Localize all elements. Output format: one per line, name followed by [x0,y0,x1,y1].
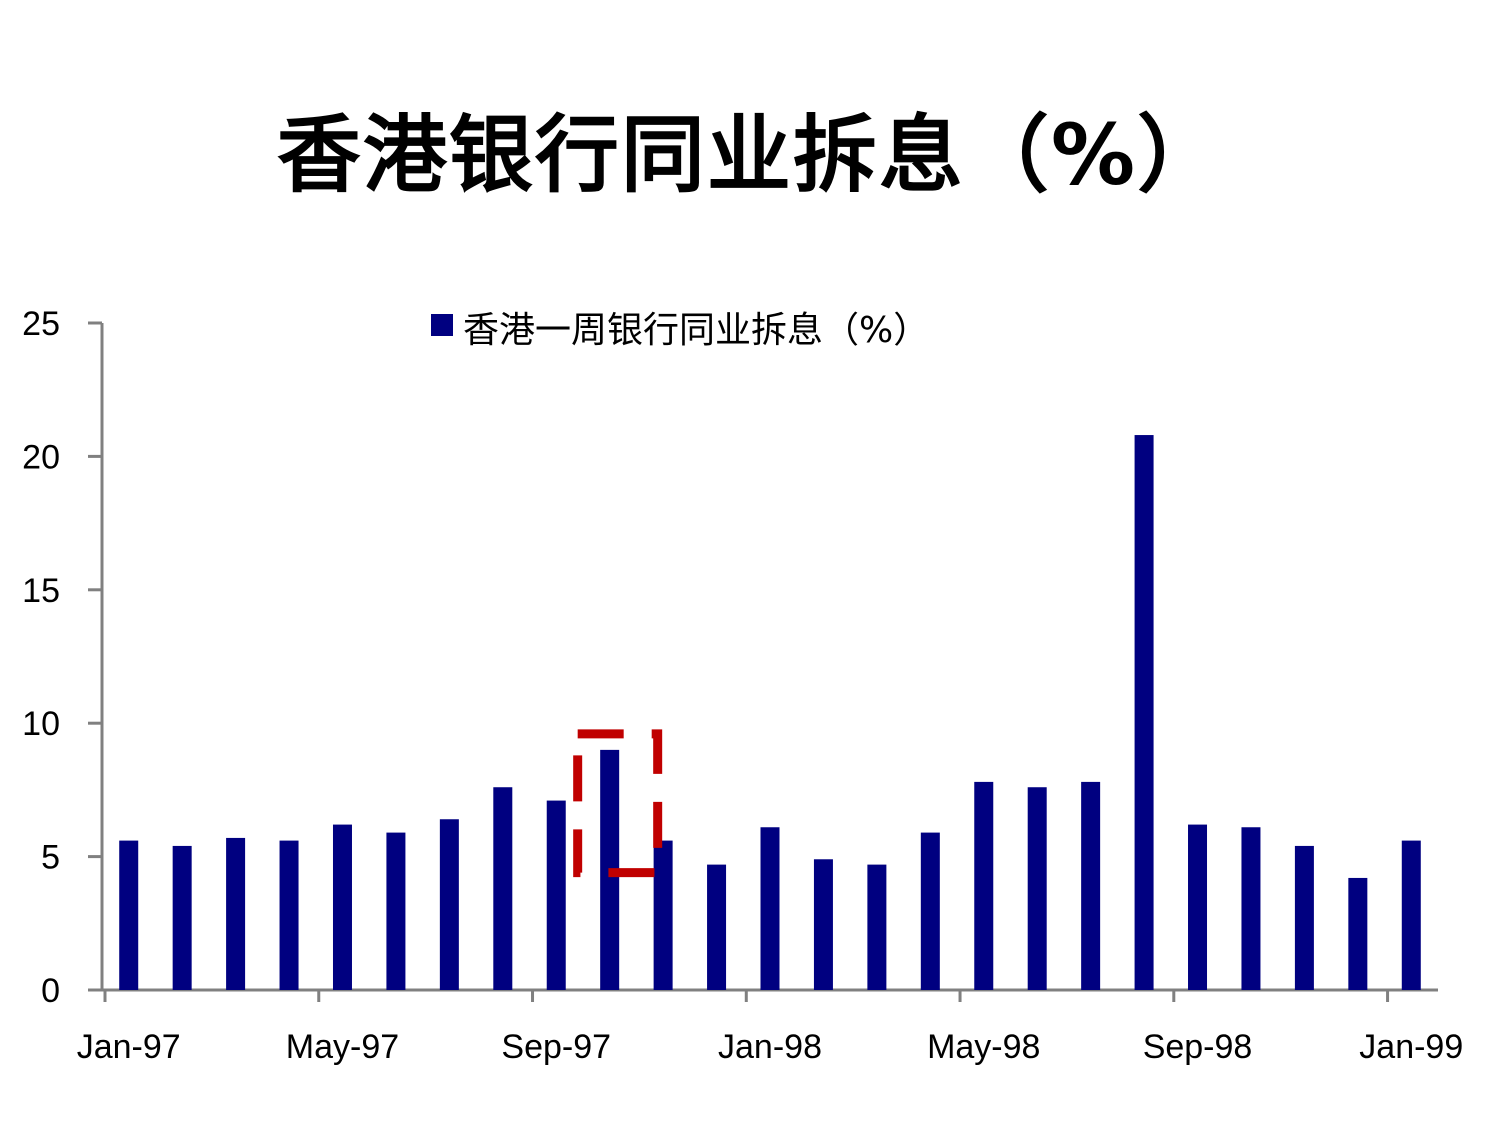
y-tick-label: 20 [22,438,60,476]
bar [386,832,406,990]
legend-label: 香港一周银行同业拆息（%） [463,310,929,351]
bar [653,840,673,990]
bar [920,832,940,990]
x-tick-label: Jan-99 [1359,1028,1463,1066]
x-tick-label: Jan-97 [77,1028,181,1066]
bar [226,837,246,990]
y-tick-label: 0 [41,972,60,1010]
highlight-box [573,729,663,878]
x-tick-label: Sep-97 [501,1028,611,1066]
x-tick-label: May-98 [927,1028,1040,1066]
bars [119,435,1421,990]
bar [119,840,139,990]
bar [707,864,727,990]
bar [1401,840,1421,990]
bar [332,824,352,990]
bar [1027,787,1047,990]
bar [867,864,887,990]
bar [1081,781,1101,990]
bar [1134,435,1154,990]
y-tick-label: 5 [41,839,60,877]
y-tick-label: 10 [22,705,60,743]
x-tick-label: Sep-98 [1143,1028,1253,1066]
bar [760,827,780,990]
bar [279,840,299,990]
x-tick-label: May-97 [286,1028,399,1066]
x-tick-label: Jan-98 [718,1028,822,1066]
legend: 香港一周银行同业拆息（%） [431,310,929,351]
y-axis-ticks: 0 5 10 15 20 25 [22,305,102,1010]
bar [493,787,513,990]
bar [1241,827,1261,990]
x-axis-ticks: Jan-97 May-97 Sep-97 Jan-98 May-98 Sep-98 Jan-… [77,990,1463,1066]
bar [1294,845,1314,990]
legend-swatch [431,314,453,336]
bar [546,800,566,990]
highlight-annotation [573,729,663,878]
chart-title: 香港银行同业拆息（%） [276,106,1224,204]
bar [1348,877,1368,990]
bar [1188,824,1208,990]
y-tick-label: 25 [22,305,60,343]
y-tick-label: 15 [22,572,60,610]
bar [974,781,994,990]
bar [439,819,459,990]
bar [172,845,192,990]
bar [813,859,833,990]
